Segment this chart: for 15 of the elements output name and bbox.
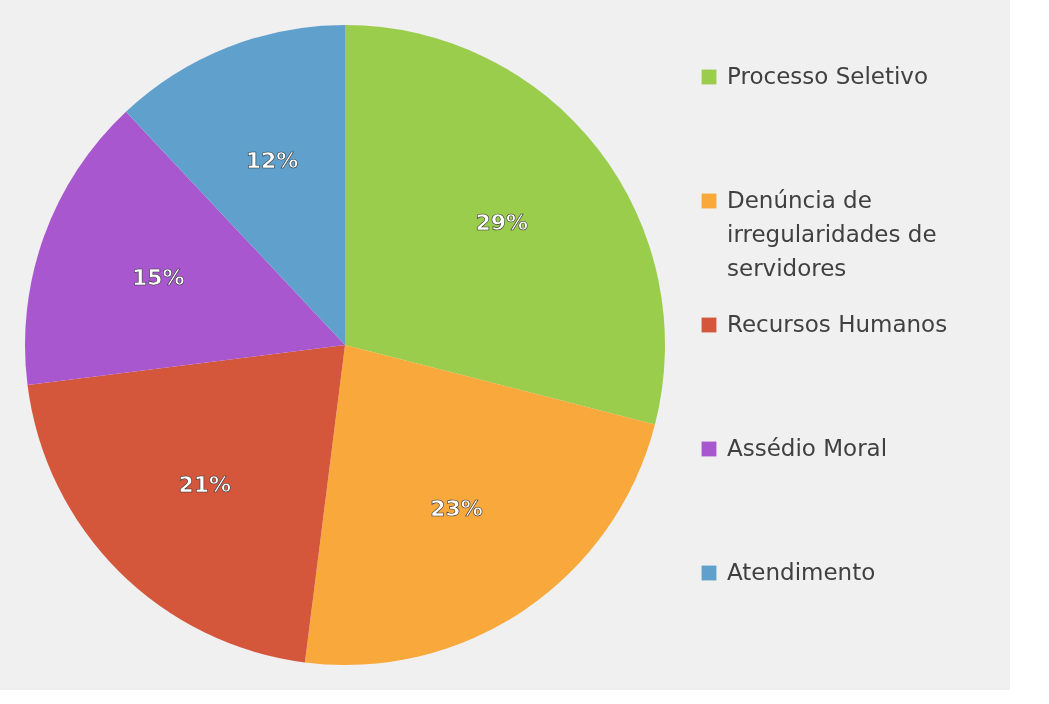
pie-slice (345, 25, 665, 425)
legend-label: Processo Seletivo (727, 63, 929, 89)
data-label: 29% (475, 210, 529, 236)
data-label: 21% (178, 472, 232, 498)
pie-slice (25, 111, 345, 386)
pie-slice (125, 25, 345, 345)
data-label: 15% (131, 264, 185, 290)
pie-slice (27, 345, 345, 663)
data-label: 12% (245, 147, 299, 173)
legend-label: Atendimento (727, 559, 876, 585)
data-label: 23% (430, 496, 483, 522)
pie-slice (304, 345, 655, 665)
legend-label: Recursos Humanos (727, 311, 948, 337)
legend-label: Assédio Moral (727, 435, 888, 461)
legend-label: Denúncia de irregularidades de servidores (727, 187, 937, 281)
